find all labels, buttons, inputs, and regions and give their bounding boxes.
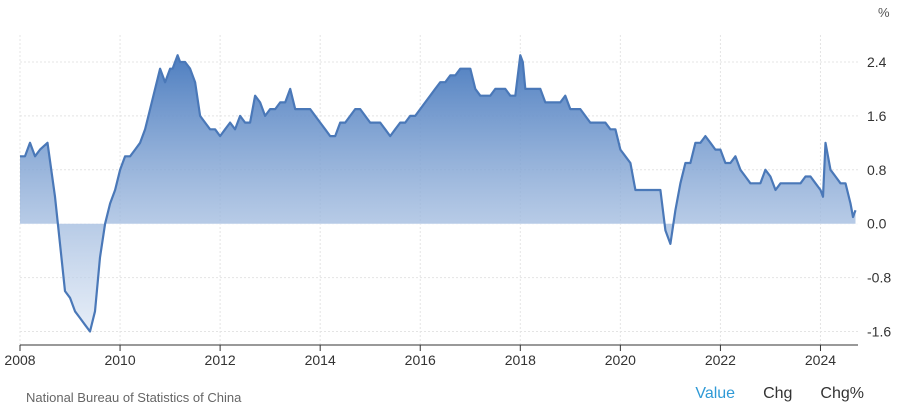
- x-tick-label: 2018: [505, 352, 536, 368]
- tab-chg[interactable]: Chg: [763, 385, 793, 402]
- x-tick-label: 2020: [605, 352, 636, 368]
- y-tick-label: -1.6: [867, 324, 891, 340]
- y-tick-label: 0.0: [867, 216, 887, 232]
- x-tick-label: 2024: [805, 352, 836, 368]
- x-tick-label: 2012: [205, 352, 236, 368]
- x-tick-label: 2008: [4, 352, 35, 368]
- area-fill: [20, 55, 856, 332]
- tab-value[interactable]: Value: [695, 385, 736, 402]
- source-label: National Bureau of Statistics of China: [26, 390, 242, 405]
- x-tick-label: 2010: [104, 352, 135, 368]
- x-axis: 2008 2010 2012 2014 2016 2018 2020 2022 2024: [4, 344, 858, 368]
- y-tick-label: 1.6: [867, 108, 887, 124]
- y-axis-ticks: 2.4 1.6 0.8 0.0 -0.8 -1.6: [867, 54, 891, 340]
- y-axis-unit: %: [878, 5, 890, 20]
- y-tick-label: -0.8: [867, 270, 891, 286]
- x-tick-label: 2016: [405, 352, 436, 368]
- view-tabs: Value Chg Chg%: [695, 385, 864, 403]
- tab-chg-percent[interactable]: Chg%: [820, 385, 864, 402]
- x-tick-label: 2014: [305, 352, 336, 368]
- footer: National Bureau of Statistics of China V…: [0, 384, 900, 410]
- y-tick-label: 2.4: [867, 54, 887, 70]
- y-tick-label: 0.8: [867, 162, 887, 178]
- series-line: [20, 54, 857, 333]
- x-tick-label: 2022: [705, 352, 736, 368]
